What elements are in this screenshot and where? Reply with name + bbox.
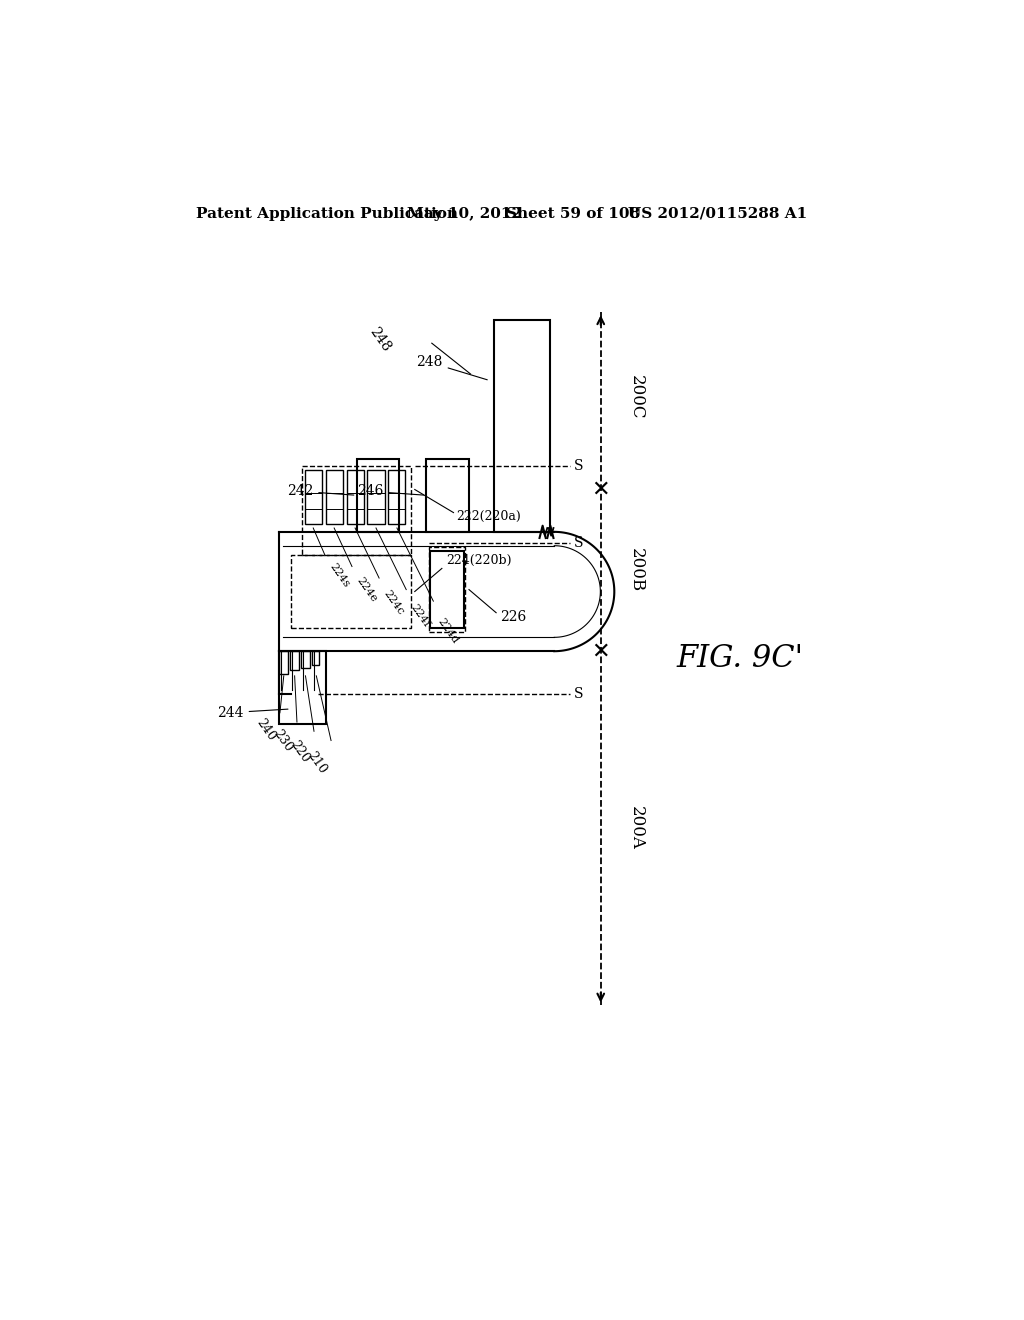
Text: 200B: 200B bbox=[628, 548, 645, 593]
Text: S: S bbox=[573, 536, 583, 550]
Bar bbox=[368, 470, 385, 524]
Bar bbox=[326, 470, 343, 524]
Text: 222(220a): 222(220a) bbox=[456, 510, 520, 523]
Text: ✕: ✕ bbox=[592, 479, 610, 499]
Text: May 10, 2012: May 10, 2012 bbox=[407, 207, 522, 220]
Text: 224d: 224d bbox=[435, 616, 460, 645]
Bar bbox=[280, 651, 289, 675]
Text: 248: 248 bbox=[417, 355, 487, 380]
Text: 248: 248 bbox=[367, 325, 393, 354]
Bar bbox=[291, 554, 411, 628]
Bar bbox=[430, 552, 464, 628]
Bar bbox=[426, 459, 469, 532]
Bar bbox=[280, 651, 326, 725]
Bar bbox=[302, 466, 411, 554]
Text: 224f: 224f bbox=[409, 603, 431, 630]
Text: US 2012/0115288 A1: US 2012/0115288 A1 bbox=[628, 207, 807, 220]
Text: 200A: 200A bbox=[628, 807, 645, 850]
Bar bbox=[494, 321, 550, 532]
Text: 226: 226 bbox=[500, 610, 526, 623]
Text: Sheet 59 of 108: Sheet 59 of 108 bbox=[506, 207, 640, 220]
Bar bbox=[290, 651, 299, 671]
Text: 220: 220 bbox=[288, 738, 311, 766]
Bar bbox=[305, 470, 322, 524]
Bar bbox=[301, 651, 310, 668]
Bar bbox=[311, 651, 319, 665]
Text: S: S bbox=[573, 459, 583, 474]
Text: 246: 246 bbox=[356, 484, 424, 498]
Text: 224(220b): 224(220b) bbox=[445, 554, 511, 568]
Text: S: S bbox=[573, 686, 583, 701]
Text: 242: 242 bbox=[287, 484, 354, 498]
Text: 200C: 200C bbox=[628, 375, 645, 420]
Text: 224c: 224c bbox=[381, 589, 406, 618]
Text: Patent Application Publication: Patent Application Publication bbox=[197, 207, 458, 220]
Bar bbox=[346, 470, 364, 524]
Text: 224s: 224s bbox=[328, 561, 351, 589]
Bar bbox=[429, 548, 465, 632]
Text: 240: 240 bbox=[253, 717, 278, 743]
Text: 230: 230 bbox=[270, 727, 295, 755]
Text: 224e: 224e bbox=[354, 576, 379, 603]
Bar bbox=[388, 470, 406, 524]
Bar bbox=[356, 459, 399, 532]
Text: 244: 244 bbox=[217, 706, 288, 719]
Text: FIG. 9C': FIG. 9C' bbox=[677, 643, 804, 675]
Text: 210: 210 bbox=[304, 748, 329, 776]
Text: ✕: ✕ bbox=[592, 642, 610, 661]
